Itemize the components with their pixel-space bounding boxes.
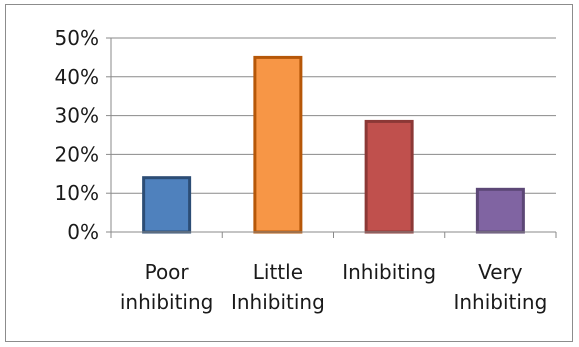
x-category-label: Inhibiting <box>342 260 436 284</box>
y-tick-label: 30% <box>55 104 99 128</box>
axes <box>110 38 557 238</box>
bars <box>142 55 525 234</box>
x-category-label: Poor inhibiting <box>120 260 214 314</box>
bar <box>253 55 303 234</box>
bar <box>142 176 192 234</box>
bar-chart: 0% 10% 20% 30% 40% 50% Poor inhibiting Little In… <box>55 26 557 314</box>
bar <box>475 187 525 234</box>
x-axis-category-labels: Poor inhibiting Little Inhibiting Inhibiting… <box>120 260 547 314</box>
y-tick-label: 10% <box>55 181 99 205</box>
x-category-label: Very Inhibiting <box>453 260 547 314</box>
y-tick-label: 40% <box>55 65 99 89</box>
y-axis-tick-labels: 0% 10% 20% 30% 40% 50% <box>55 26 99 244</box>
x-category-label: Little Inhibiting <box>231 260 325 314</box>
y-tick-label: 20% <box>55 142 99 166</box>
chart-frame: 0% 10% 20% 30% 40% 50% Poor inhibiting Little In… <box>5 4 573 342</box>
y-tick-label: 50% <box>55 26 99 50</box>
y-tick-label: 0% <box>67 220 99 244</box>
bar <box>364 119 414 234</box>
